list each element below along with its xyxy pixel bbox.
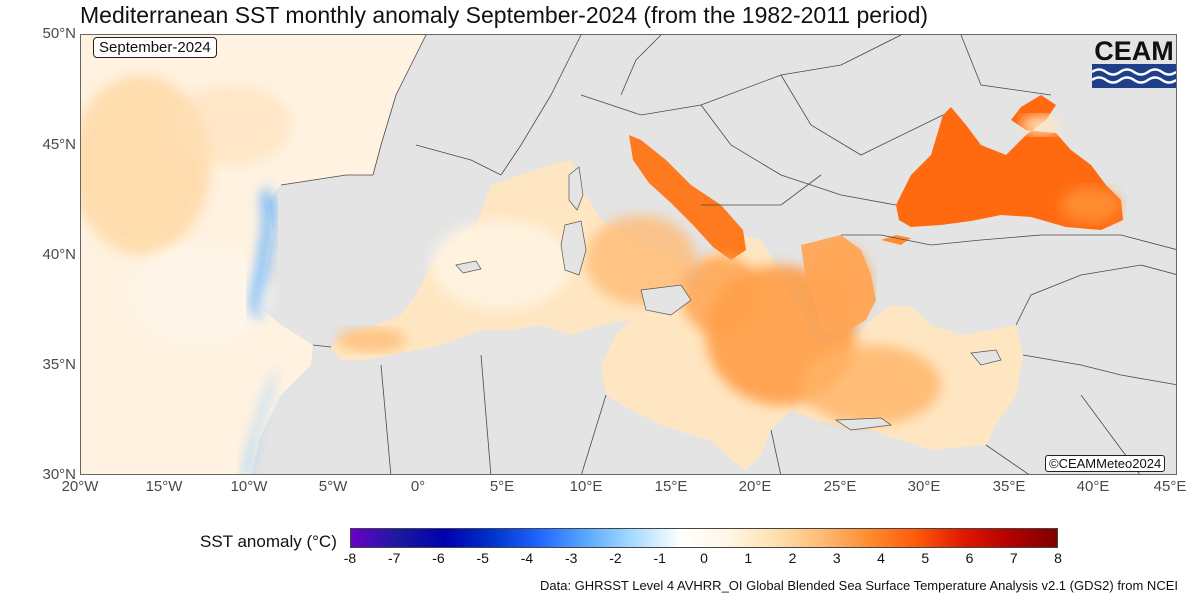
- colorbar-tick-label: 5: [921, 550, 930, 566]
- colorbar-tick-label: -1: [653, 550, 666, 566]
- colorbar-tick-label: -6: [432, 550, 445, 566]
- colorbar-tick-label: -2: [609, 550, 622, 566]
- alboran-warm: [336, 328, 406, 352]
- iberian-upwelling: [249, 185, 275, 320]
- ceam-logo: CEAM: [1092, 36, 1176, 88]
- colorbar-tick-label: 2: [788, 550, 797, 566]
- lon-tick-label: 20°E: [738, 478, 772, 495]
- colorbar-tick-label: 0: [700, 550, 708, 566]
- adriatic-sea: [629, 135, 746, 260]
- lat-tick-label: 45°N: [42, 136, 76, 153]
- crete-island: [834, 417, 892, 431]
- tyrrhenian-warm: [586, 215, 696, 305]
- cyprus-island: [970, 349, 1002, 366]
- map-canvas: [81, 35, 1176, 474]
- colorbar-tick-label: 6: [965, 550, 974, 566]
- lon-tick-label: 45°E: [1153, 478, 1187, 495]
- colorbar-tick-label: -4: [520, 550, 534, 566]
- country-borders: [280, 35, 1176, 474]
- lat-tick-label: 50°N: [42, 25, 76, 42]
- figure-title: Mediterranean SST monthly anomaly Septem…: [80, 2, 929, 28]
- lat-tick-label: 40°N: [42, 246, 76, 263]
- map-panel: [80, 34, 1177, 475]
- colorbar-tick-label: 1: [744, 550, 753, 566]
- atlantic-warm-patch: [171, 85, 291, 165]
- lon-tick-label: 35°E: [992, 478, 1026, 495]
- moroccan-upwelling: [241, 365, 279, 474]
- copyright-credit: ©CEAMMeteo2024: [1045, 455, 1166, 472]
- lon-tick-label: 15°E: [654, 478, 688, 495]
- colorbar-tick-label: 4: [877, 550, 885, 566]
- western-med-neutral: [431, 220, 571, 310]
- data-source-note: Data: GHRSST Level 4 AVHRR_OI Global Ble…: [539, 578, 1178, 593]
- colorbar-label: SST anomaly (°C): [200, 532, 337, 551]
- colorbar-tick-label: 3: [832, 550, 841, 566]
- sicily-island: [640, 284, 692, 316]
- corsica-island: [568, 166, 584, 211]
- colorbar-tick-label: 8: [1054, 550, 1062, 566]
- colorbar-tick-label: -7: [388, 550, 401, 566]
- lon-tick-label: 40°E: [1076, 478, 1110, 495]
- colorbar-tick-label: -5: [476, 550, 489, 566]
- lon-tick-label: 25°E: [823, 478, 857, 495]
- lon-tick-label: 5°E: [489, 478, 515, 495]
- colorbar-tick-label: -8: [343, 550, 357, 566]
- azov-sea: [1021, 115, 1061, 135]
- lon-tick-label: 10°E: [569, 478, 603, 495]
- lon-tick-label: 15°W: [145, 478, 183, 495]
- ionian-warm: [681, 255, 761, 335]
- levantine-warm: [801, 345, 941, 425]
- black-sea-east: [1061, 187, 1121, 223]
- atlantic-neutral-patch: [131, 245, 271, 345]
- colorbar-tick-label: -3: [565, 550, 578, 566]
- lat-tick-label: 30°N: [42, 466, 76, 483]
- colorbar-tick-label: 7: [1009, 550, 1018, 566]
- lon-tick-label: 10°W: [230, 478, 268, 495]
- colorbar: [350, 528, 1058, 548]
- lon-tick-label: 0°: [410, 478, 426, 495]
- month-label: September-2024: [93, 37, 217, 58]
- lon-tick-label: 30°E: [907, 478, 941, 495]
- lon-tick-label: 5°W: [318, 478, 348, 495]
- wave-icon: [1092, 64, 1176, 88]
- lat-tick-label: 35°N: [42, 356, 76, 373]
- mallorca-island: [455, 260, 482, 274]
- lon-tick-label: 20°W: [61, 478, 99, 495]
- sardinia-island: [560, 220, 587, 276]
- logo-text: CEAM: [1094, 36, 1174, 66]
- sea-of-marmara: [881, 235, 911, 245]
- aegean-sea: [801, 235, 876, 335]
